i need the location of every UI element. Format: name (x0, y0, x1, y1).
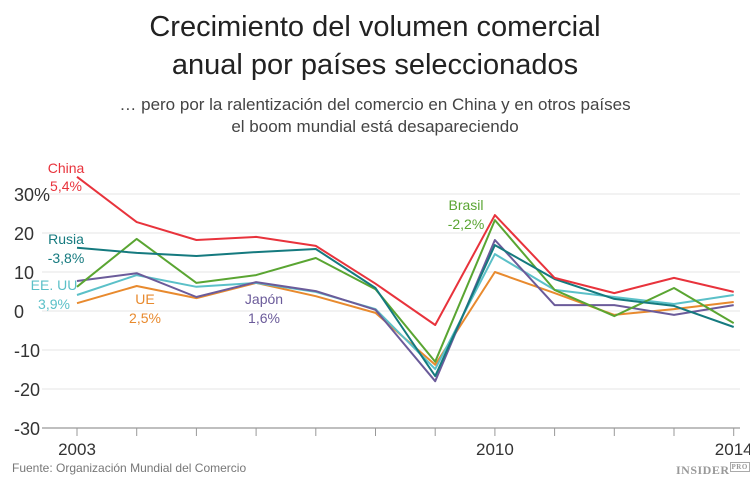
y-tick-label: 30% (14, 185, 50, 205)
series-line-brasil (76, 219, 735, 363)
y-tick-label: 0 (14, 302, 24, 322)
series-line-japn (76, 239, 734, 383)
series-label: EE. UU (31, 277, 78, 293)
series-label: China (48, 160, 85, 176)
series-label: Rusia (48, 231, 84, 247)
series-line-rusia (76, 244, 735, 378)
subtitle-line-1: … pero por la ralentización del comercio… (119, 95, 631, 114)
x-tick-label: 2014 (715, 440, 750, 459)
series-label: UE (135, 291, 154, 307)
source-note: Fuente: Organización Mundial del Comerci… (12, 461, 247, 475)
series-annotation: 3,9% (38, 296, 70, 312)
series-line-eeuu (76, 253, 734, 371)
y-tick-label: 20 (14, 224, 34, 244)
y-tick-label: -20 (14, 380, 40, 400)
series-annotation: 1,6% (248, 310, 280, 326)
series-label: Japón (245, 291, 283, 307)
x-tick-label: 2003 (58, 440, 96, 459)
subtitle-line-2: el boom mundial está desapareciendo (231, 117, 519, 136)
title-line-1: Crecimiento del volumen comercial (149, 11, 601, 43)
series-label: Brasil (448, 197, 483, 213)
y-tick-label: -30 (14, 419, 40, 439)
title-line-2: anual por países seleccionados (171, 49, 579, 81)
series-line-china (76, 176, 734, 326)
insider-pro-logo: INSIDER PRO (676, 462, 750, 477)
y-tick-label: 10 (14, 263, 34, 283)
chart-title: Crecimiento del volumen comercial anual … (0, 8, 750, 84)
y-tick-label: -10 (14, 341, 40, 361)
series-annotation: -3,8% (48, 250, 85, 266)
series-annotation: 2,5% (129, 310, 161, 326)
series-annotation: -2,2% (448, 216, 485, 232)
x-tick-label: 2010 (476, 440, 514, 459)
chart-subtitle: … pero por la ralentización del comercio… (0, 94, 750, 138)
series-annotation: 5,4% (50, 178, 82, 194)
series-line-ue (76, 271, 734, 366)
